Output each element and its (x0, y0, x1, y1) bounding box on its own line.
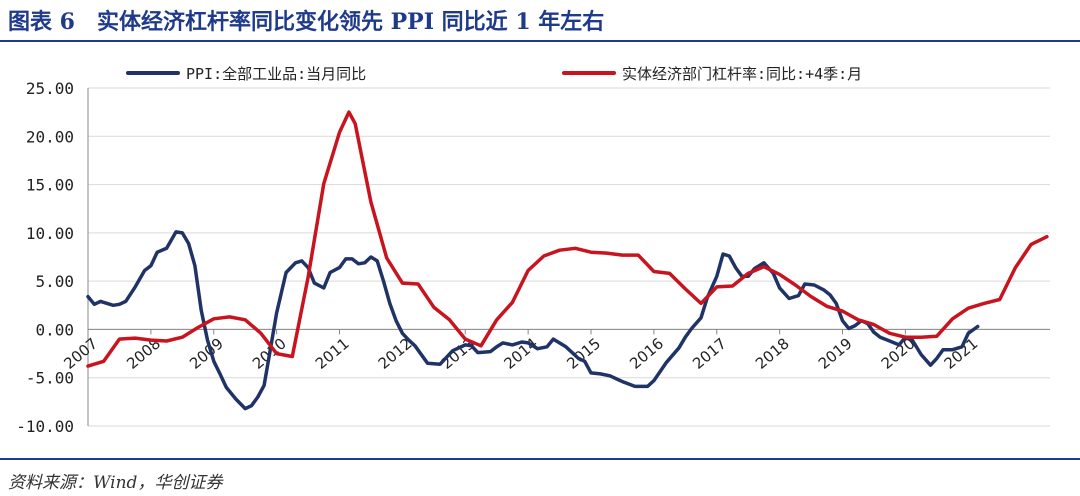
y-tick-label: -5.00 (26, 369, 74, 388)
series-line-leverage (86, 110, 1049, 368)
series-line-ppi (86, 230, 980, 411)
y-tick-label: 10.00 (26, 224, 74, 243)
series-layer (86, 110, 1049, 411)
x-tick-label: 2014 (501, 334, 542, 372)
title-rule (0, 40, 1080, 42)
x-tick-label: 2011 (312, 334, 353, 372)
y-tick-label: 25.00 (26, 79, 74, 98)
y-tick-label: 20.00 (26, 127, 74, 146)
figure-title: 图表 6 实体经济杠杆率同比变化领先 PPI 同比近 1 年左右 (8, 9, 605, 35)
legend-label-ppi: PPI:全部工业品:当月同比 (186, 65, 366, 83)
x-tick-label: 2013 (438, 334, 479, 372)
x-tick-label: 2015 (563, 334, 604, 372)
source-note: 资料来源：Wind，华创证券 (8, 473, 223, 493)
x-tick-label: 2017 (689, 334, 730, 372)
y-tick-label: 5.00 (35, 272, 74, 291)
x-tick-label: 2019 (815, 334, 856, 372)
x-tick-label: 2007 (60, 334, 101, 372)
line-chart: 25.0020.0015.0010.005.000.00-5.00-10.00 … (16, 65, 1050, 436)
y-tick-label: -10.00 (16, 417, 74, 436)
x-tick-label: 2021 (941, 334, 982, 372)
legend-label-leverage: 实体经济部门杠杆率:同比:+4季:月 (622, 65, 862, 83)
footer-rule (0, 458, 1080, 460)
y-gridlines (88, 87, 1050, 427)
y-tick-label: 0.00 (35, 320, 74, 339)
x-tick-label: 2018 (752, 334, 793, 372)
y-tick-label: 15.00 (26, 176, 74, 195)
legend: PPI:全部工业品:当月同比 实体经济部门杠杆率:同比:+4季:月 (126, 65, 862, 83)
x-tick-label: 2016 (626, 334, 667, 372)
y-axis: 25.00 20.00 15.00 10.00 5.00 0.00 -5.00 -10.00 (16, 79, 89, 436)
